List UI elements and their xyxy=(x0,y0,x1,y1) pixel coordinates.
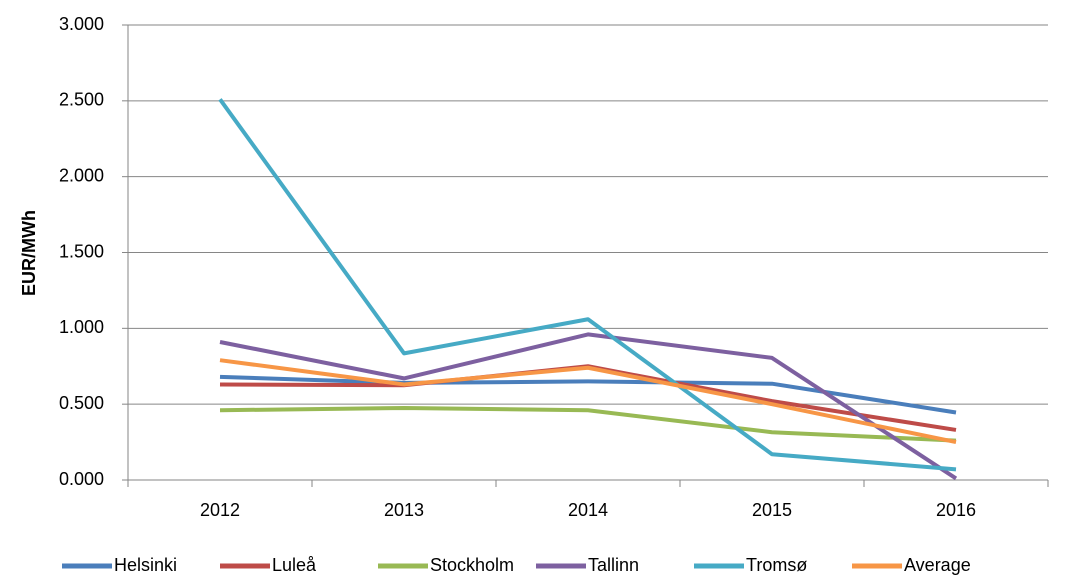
y-tick-label: 0.000 xyxy=(59,469,104,489)
y-tick-label: 0.500 xyxy=(59,393,104,413)
legend-label: Luleå xyxy=(272,555,317,575)
y-tick-label: 1.500 xyxy=(59,241,104,261)
x-tick-label: 2013 xyxy=(384,500,424,520)
x-tick-label: 2012 xyxy=(200,500,240,520)
legend-label: Stockholm xyxy=(430,555,514,575)
legend-label: Helsinki xyxy=(114,555,177,575)
series-line xyxy=(218,98,957,472)
x-tick-label: 2015 xyxy=(752,500,792,520)
y-tick-label: 2.500 xyxy=(59,90,104,110)
series-line xyxy=(219,405,957,443)
x-tick-label: 2014 xyxy=(568,500,608,520)
x-tick-label: 2016 xyxy=(936,500,976,520)
series-line xyxy=(219,374,957,415)
y-tick-label: 1.000 xyxy=(59,317,104,337)
y-axis-label: EUR/MWh xyxy=(19,210,39,296)
legend-label: Tromsø xyxy=(746,555,807,575)
legend-label: Average xyxy=(904,555,971,575)
series-line xyxy=(219,332,958,481)
legend-label: Tallinn xyxy=(588,555,639,575)
series-line xyxy=(219,358,957,445)
y-tick-label: 2.000 xyxy=(59,165,104,185)
y-tick-label: 3.000 xyxy=(59,14,104,34)
